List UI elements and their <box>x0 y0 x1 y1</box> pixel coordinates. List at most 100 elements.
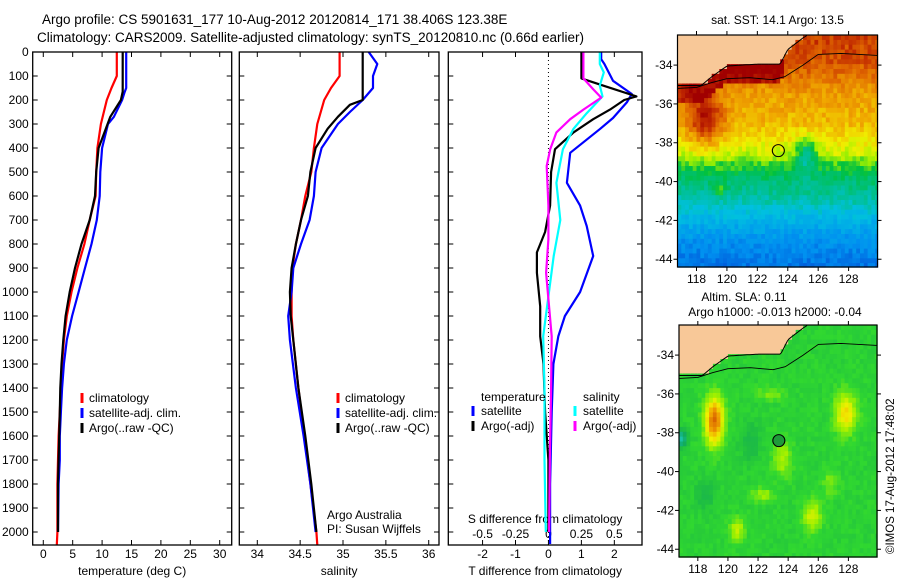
map-cell <box>682 426 688 433</box>
map-cell <box>701 441 706 447</box>
land-cell <box>719 59 724 65</box>
map-cell <box>711 156 717 162</box>
map-cell <box>776 373 782 379</box>
land-cell <box>679 349 684 355</box>
map-cell <box>746 436 752 443</box>
map-cell <box>810 451 816 457</box>
land-cell <box>780 344 785 350</box>
map-cell <box>690 383 695 389</box>
map-cell <box>711 229 717 235</box>
map-cell <box>727 524 733 530</box>
map-cell <box>746 480 752 486</box>
map-cell <box>840 373 846 379</box>
map-cell <box>738 214 743 221</box>
map-cell <box>753 78 758 85</box>
map-cell <box>787 73 793 80</box>
map-cell <box>799 436 804 443</box>
map-cell <box>715 141 720 148</box>
map-cell <box>727 392 733 399</box>
map-cell <box>761 514 767 520</box>
map-cell <box>825 334 831 341</box>
map-cell <box>711 243 717 250</box>
map-cell <box>739 373 744 379</box>
map-cell <box>799 451 804 457</box>
map-cell <box>871 146 876 153</box>
map-cell <box>844 209 850 216</box>
map-cell <box>679 373 684 379</box>
map-cell <box>780 238 785 245</box>
land-cell <box>772 39 777 46</box>
map-cell <box>696 88 701 94</box>
map-cell <box>712 460 718 467</box>
map-cell <box>709 417 714 423</box>
map-cell <box>700 248 705 255</box>
map-cell <box>690 548 695 554</box>
map-cell <box>807 349 812 355</box>
map-cell <box>799 122 804 128</box>
map-cell <box>791 73 796 80</box>
map-cell <box>757 190 762 196</box>
map-cell <box>731 412 737 418</box>
map-cell <box>818 151 823 157</box>
map-cell <box>707 102 713 109</box>
map-cell <box>696 243 701 250</box>
land-cell <box>765 329 770 336</box>
map-cell <box>860 102 865 109</box>
map-cell <box>677 170 682 177</box>
map-cell <box>694 407 699 413</box>
map-cell <box>852 166 857 172</box>
map-cell <box>791 422 797 428</box>
map-cell <box>682 548 688 554</box>
map-cell <box>825 44 831 51</box>
map-cell <box>720 504 725 511</box>
map-cell <box>769 378 774 384</box>
map-cell <box>768 185 774 191</box>
map-cell <box>867 151 872 157</box>
map-cell <box>773 499 778 506</box>
map-cell <box>833 214 838 221</box>
land-cell <box>768 39 774 46</box>
map-cell <box>844 49 850 56</box>
map-cell <box>825 224 831 230</box>
map-cell <box>841 141 846 148</box>
land-cell <box>720 344 725 350</box>
map-cell <box>833 73 838 80</box>
map-cell <box>784 243 789 250</box>
map-cell <box>738 224 743 230</box>
map-cell <box>818 35 823 41</box>
map-cell <box>822 524 827 530</box>
map-cell <box>833 258 838 264</box>
land-cell <box>705 349 710 355</box>
map-cell <box>768 117 774 123</box>
map-cell <box>711 88 717 94</box>
land-cell <box>686 325 691 331</box>
map-cell <box>701 533 706 540</box>
map-cell <box>822 441 827 447</box>
map-cell <box>810 509 816 515</box>
map-cell <box>772 170 777 177</box>
map-cell <box>726 253 732 259</box>
land-cell <box>776 339 782 346</box>
map-cell <box>822 359 827 365</box>
map-cell <box>840 349 846 355</box>
map-cell <box>679 499 684 506</box>
land-cell <box>715 39 720 46</box>
map-cell <box>768 73 774 80</box>
map-cell <box>844 543 849 549</box>
map-cell <box>810 78 815 85</box>
map-cell <box>863 122 869 128</box>
map-cell <box>723 161 728 167</box>
map-cell <box>700 214 705 221</box>
map-cell <box>814 122 819 128</box>
map-cell <box>837 538 842 545</box>
map-cell <box>679 509 684 515</box>
map-cell <box>742 122 747 128</box>
map-cell <box>757 175 762 182</box>
map-cell <box>690 514 695 520</box>
map-cell <box>757 78 762 85</box>
map-cell <box>784 354 789 360</box>
map-cell <box>871 107 876 114</box>
map-cell <box>844 146 850 153</box>
map-cell <box>704 175 709 182</box>
map-cell <box>840 407 846 413</box>
